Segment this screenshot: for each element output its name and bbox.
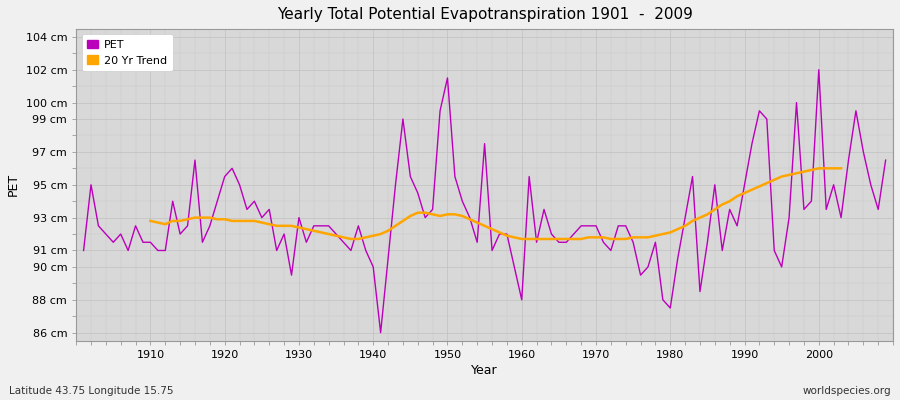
PET (613, 224, 624, 228)
20 Yr Trend (323, 232, 334, 236)
20 Yr Trend (568, 236, 579, 241)
PET (880, 158, 891, 162)
20 Yr Trend (264, 222, 274, 226)
Legend: PET, 20 Yr Trend: PET, 20 Yr Trend (82, 34, 173, 71)
Line: PET: PET (84, 70, 886, 333)
Title: Yearly Total Potential Evapotranspiration 1901  -  2009: Yearly Total Potential Evapotranspiratio… (276, 7, 692, 22)
20 Yr Trend (836, 166, 847, 171)
20 Yr Trend (442, 212, 453, 217)
Text: Latitude 43.75 Longitude 15.75: Latitude 43.75 Longitude 15.75 (9, 386, 174, 396)
20 Yr Trend (419, 210, 430, 215)
20 Yr Trend (814, 166, 824, 171)
20 Yr Trend (346, 236, 356, 241)
Line: 20 Yr Trend: 20 Yr Trend (150, 168, 842, 239)
PET (524, 174, 535, 179)
PET (301, 240, 311, 245)
PET (78, 248, 89, 253)
20 Yr Trend (145, 218, 156, 223)
Y-axis label: PET: PET (7, 173, 20, 196)
Text: worldspecies.org: worldspecies.org (803, 386, 891, 396)
20 Yr Trend (672, 227, 683, 232)
PET (517, 297, 527, 302)
PET (138, 240, 148, 245)
PET (814, 67, 824, 72)
X-axis label: Year: Year (472, 364, 498, 377)
PET (375, 330, 386, 335)
PET (346, 248, 356, 253)
